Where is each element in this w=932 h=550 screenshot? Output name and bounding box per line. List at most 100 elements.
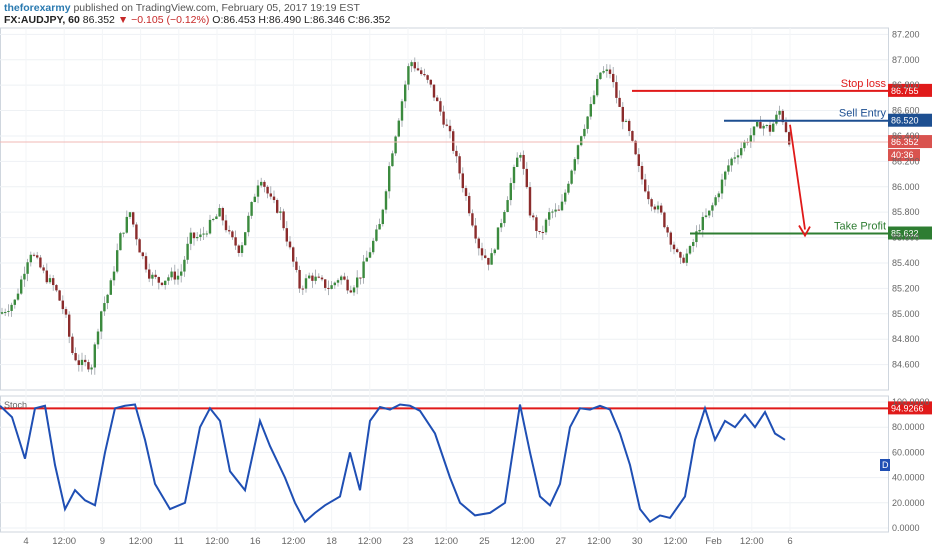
candle-body [199,234,202,238]
symbol-label: FX:AUDJPY, 60 [4,14,80,26]
candle-body [340,276,343,281]
candle-body [452,131,455,151]
stoch-tick-label: 60.0000 [892,447,925,457]
candle-body [397,120,400,137]
candle-body [39,257,42,268]
candle-body [228,230,231,232]
candle-body [208,219,212,234]
candle-body [628,120,631,132]
time-tick-label: 12:00 [740,536,764,547]
candle-body [138,239,141,253]
candle-body [576,145,580,160]
arrow-head [798,225,811,238]
candle-body [711,205,714,211]
price-tick-label: 86.000 [892,182,920,192]
candle-body [484,255,487,258]
candle-body [423,74,426,76]
candle-body [640,165,644,180]
price-tick-label: 84.600 [892,360,920,370]
stoch-level-tag [888,401,932,415]
last-price-header: 86.352 [82,14,115,26]
stochastic-pane[interactable]: Stoch [0,400,786,524]
candle-body [548,212,551,220]
candle-body [429,79,432,85]
author-name[interactable]: theforexarmy [4,2,71,14]
candle-body [135,224,138,240]
candle-body [720,179,724,194]
candle-body [516,157,519,167]
candle-body [132,212,135,225]
candle-body [368,252,372,258]
grid-lines [0,27,889,533]
candle-body [180,271,183,276]
candle-body [311,275,314,281]
candle-body [756,121,759,127]
candle-body [247,215,250,233]
candle-body [16,293,20,300]
candle-body [634,140,637,155]
price-tick-label: 84.800 [892,334,920,344]
candle-body [240,245,244,253]
candle-body [631,131,634,141]
symbol-info: FX:AUDJPY, 60 86.352 ▼ −0.105 (−0.12%) O… [4,14,390,26]
candle-body [477,238,480,249]
candle-body [52,278,55,286]
price-tick-label: 85.400 [892,258,920,268]
candlestick-series [0,57,791,375]
candle-body [103,303,106,312]
stoch-level-value: 94.9266 [891,403,924,413]
candle-body [608,69,612,74]
candle-body [708,210,711,216]
price-pane[interactable] [0,57,791,375]
candle-body [378,224,381,230]
stoch-line [0,403,786,524]
candle-body [164,280,167,286]
candle-body [160,282,164,286]
level-price-tag [888,226,932,240]
time-tick-label: 18 [326,536,337,547]
candle-body [61,300,64,310]
candle-body [356,277,359,288]
stoch-axis[interactable]: 100.0000 80.0000 60.0000 40.0000 20.0000 0.00… [892,397,930,533]
time-axis[interactable]: 4 12:00 9 12:00 11 12:00 16 12:00 18 12:00 23 12:00… [23,536,792,547]
candle-body [173,271,176,280]
candle-body [324,279,327,288]
candle-body [167,277,170,281]
candle-body [260,181,263,186]
candle-body [234,237,237,246]
candle-body [701,216,704,230]
candle-body [42,267,45,271]
candle-body [528,187,532,216]
candle-body [682,257,685,263]
candle-body [125,216,128,233]
candle-body [391,153,394,167]
candle-body [647,191,650,200]
price-axis[interactable]: 87.200 87.000 86.800 86.600 86.400 86.200 86.0… [892,29,920,369]
candle-body [506,200,509,212]
candle-body [496,227,500,250]
candle-body [592,95,596,105]
candle-body [314,276,317,281]
candle-body [263,181,266,187]
candle-body [615,82,618,98]
candle-body [740,148,743,156]
time-tick-label: 16 [250,536,261,547]
candle-body [759,121,762,129]
candle-body [36,255,39,258]
candle-body [68,314,71,337]
candle-body [541,231,544,233]
candle-body [650,199,653,207]
candle-body [522,154,525,169]
level-label: Take Profit [834,221,886,233]
candle-body [84,359,87,363]
candle-body [48,278,52,283]
candle-body [221,208,224,221]
price-change: ▼ −0.105 (−0.12%) [117,14,210,26]
time-tick-label: 12:00 [282,536,306,547]
candle-body [471,213,474,226]
candle-body [669,232,672,245]
candle-body [455,150,458,157]
candle-body [288,241,292,248]
level-price-value: 86.755 [891,86,919,96]
